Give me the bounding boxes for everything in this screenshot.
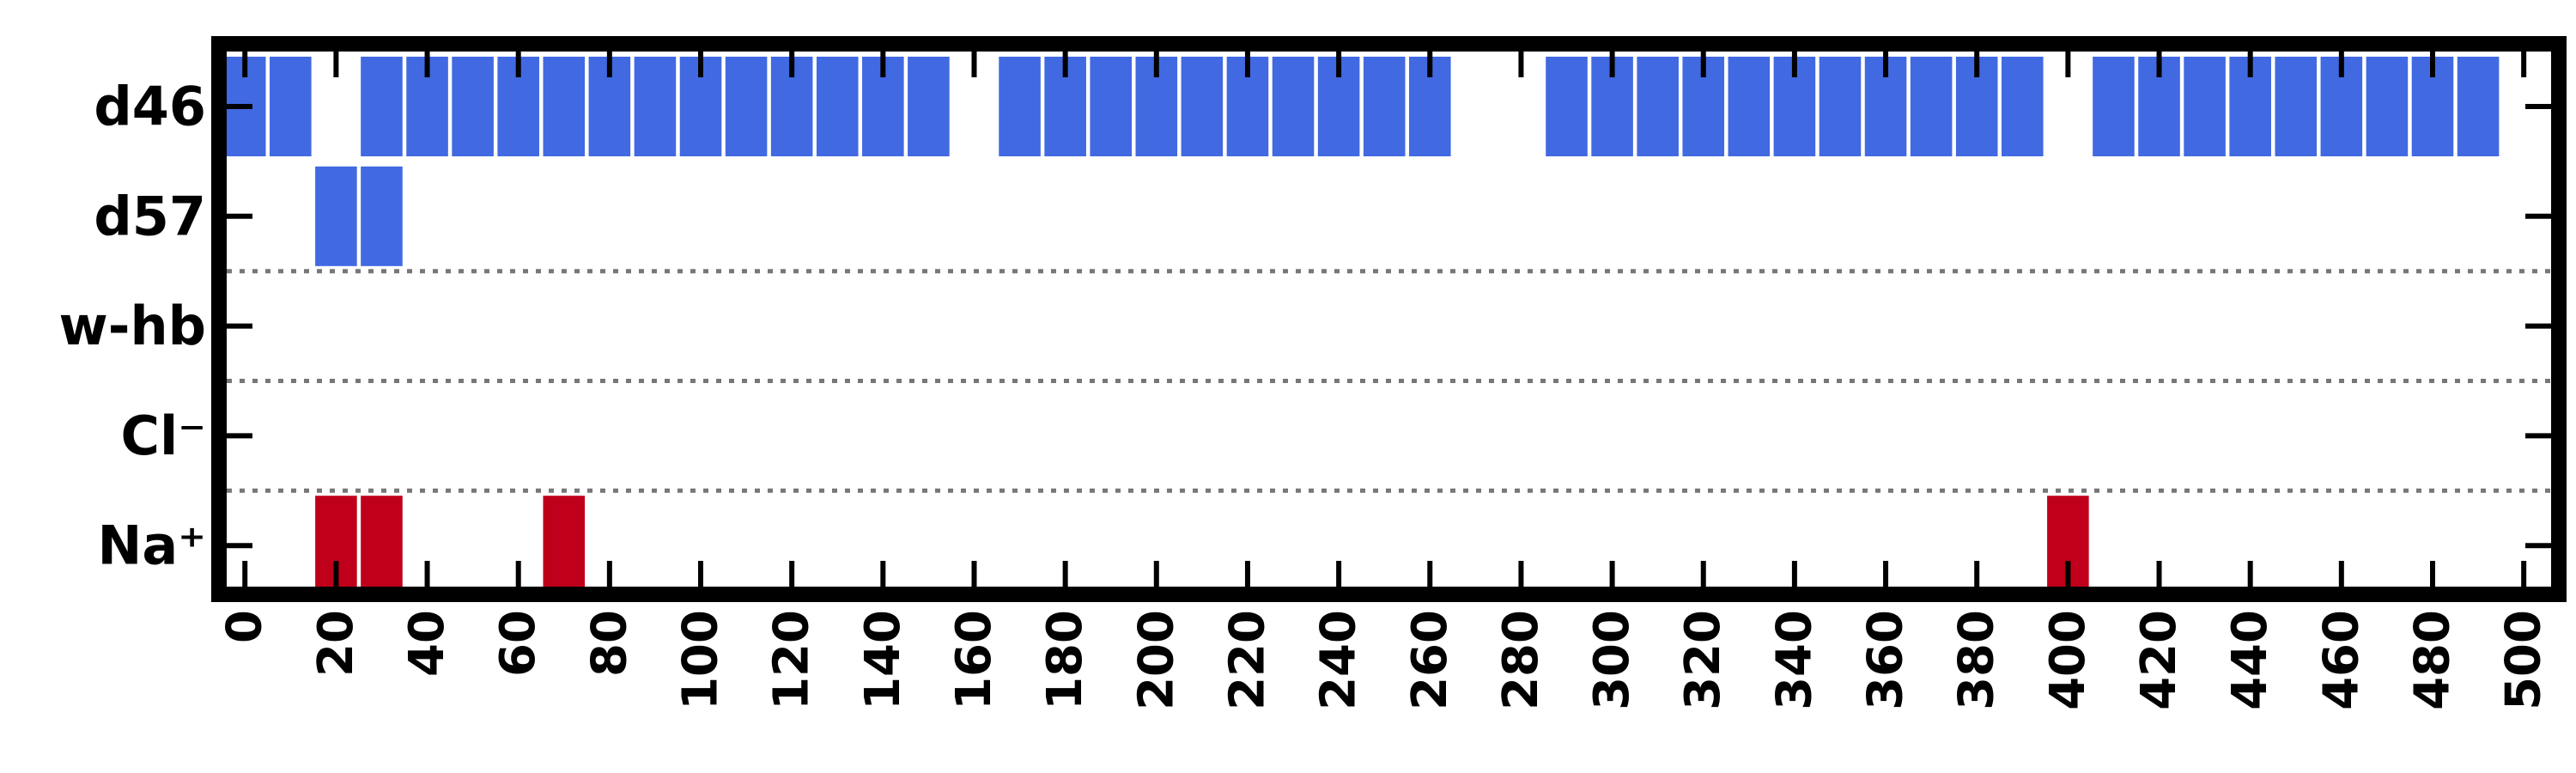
x-tick-label-280: 280	[1493, 610, 1549, 710]
bar-d46-190	[1090, 57, 1133, 156]
x-tick-label-480: 480	[2404, 610, 2460, 710]
y-tick-label-w-hb: w-hb	[58, 295, 206, 357]
bar-d46-50	[452, 57, 494, 156]
x-tick-label-40: 40	[399, 610, 455, 677]
bar-d46-250	[1363, 57, 1406, 156]
x-tick-label-220: 220	[1219, 610, 1275, 710]
x-tick-label-340: 340	[1766, 610, 1822, 710]
x-tick-label-500: 500	[2496, 610, 2552, 710]
bar-d46-230	[1272, 57, 1315, 156]
bar-d46-290	[1546, 57, 1588, 156]
bar-d46-390	[2002, 57, 2044, 156]
x-tick-label-140: 140	[855, 610, 911, 710]
y-tick-label-cl: Cl⁻	[121, 405, 206, 467]
x-tick-label-160: 160	[946, 610, 1002, 710]
bar-d57-30	[361, 166, 403, 266]
x-tick-label-200: 200	[1128, 610, 1184, 710]
bar-d46-450	[2275, 57, 2318, 156]
y-tick-label-d57: d57	[94, 185, 206, 247]
tick-marks	[227, 52, 2551, 587]
x-tick-label-260: 260	[1402, 610, 1458, 710]
bar-d46-210	[1181, 57, 1224, 156]
x-tick-label-400: 400	[2040, 610, 2096, 710]
bar-d46-490	[2457, 57, 2500, 156]
bar-na-70	[543, 496, 586, 587]
bar-d46-110	[725, 57, 768, 156]
x-tick-label-120: 120	[764, 610, 820, 710]
bar-d46-370	[1910, 57, 1953, 156]
bar-d46-350	[1819, 57, 1862, 156]
bar-d46-70	[543, 57, 586, 156]
bar-d46-330	[1728, 57, 1771, 156]
bar-d46-430	[2184, 57, 2226, 156]
bar-d46-150	[908, 57, 950, 156]
bar-d46-170	[999, 57, 1041, 156]
x-tick-label-380: 380	[1949, 610, 2005, 710]
y-tick-label-na: Na⁺	[98, 514, 206, 577]
x-tick-label-60: 60	[490, 610, 546, 677]
x-tick-label-420: 420	[2131, 610, 2187, 710]
bar-d46-310	[1637, 57, 1679, 156]
plot-frame	[211, 36, 2567, 602]
bar-d57-20	[315, 166, 357, 266]
bar-d46-410	[2093, 57, 2135, 156]
bars-layer	[223, 57, 2500, 587]
x-tick-label-100: 100	[673, 610, 729, 710]
y-tick-label-d46: d46	[94, 76, 206, 138]
row-separators	[227, 269, 2551, 493]
x-tick-label-20: 20	[308, 610, 364, 677]
x-tick-label-360: 360	[1858, 610, 1914, 710]
x-tick-label-440: 440	[2222, 610, 2278, 710]
bar-d46-130	[816, 57, 859, 156]
x-tick-label-240: 240	[1311, 610, 1367, 710]
x-tick-label-320: 320	[1675, 610, 1731, 710]
bar-d46-10	[270, 57, 312, 156]
x-tick-labels: 0 20 40 60 80 100 120 140 160 180 200 220 240 260 280 3…	[217, 610, 2552, 710]
x-tick-label-300: 300	[1584, 610, 1640, 710]
x-tick-label-460: 460	[2313, 610, 2369, 710]
bar-d46-30	[361, 57, 403, 156]
x-tick-label-80: 80	[581, 610, 637, 677]
y-tick-labels: d46 d57 w-hb Cl⁻ Na⁺	[58, 76, 206, 577]
bar-na-30	[361, 496, 403, 587]
bar-d46-470	[2366, 57, 2409, 156]
bar-d46-90	[634, 57, 677, 156]
x-tick-label-0: 0	[217, 610, 273, 643]
x-tick-label-180: 180	[1037, 610, 1093, 710]
